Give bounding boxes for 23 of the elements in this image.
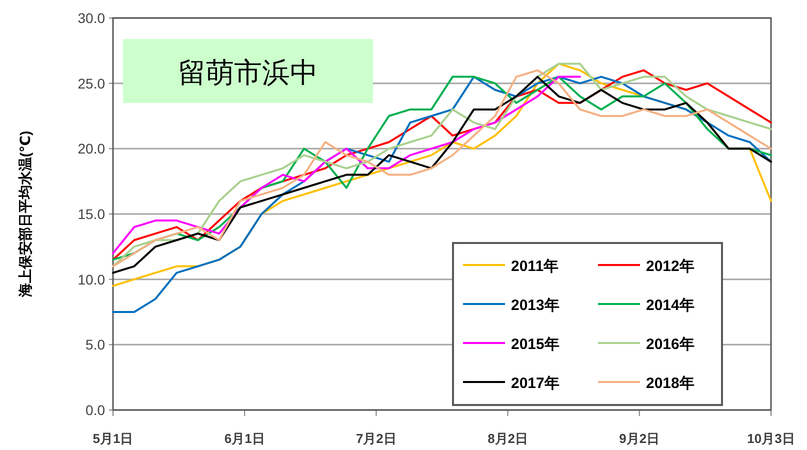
x-tick-label: 7月2日 — [356, 431, 396, 446]
y-tick-label: 30.0 — [78, 10, 106, 26]
legend-label: 2011年 — [511, 258, 559, 275]
legend-label: 2012年 — [646, 258, 694, 275]
legend-label: 2017年 — [511, 375, 560, 392]
x-tick-label: 9月2日 — [619, 431, 660, 446]
legend-label: 2018年 — [646, 375, 694, 392]
legend-label: 2016年 — [646, 336, 694, 353]
y-tick-label: 5.0 — [86, 336, 106, 353]
y-tick-label: 10.0 — [78, 271, 106, 288]
y-tick-label: 20.0 — [78, 140, 106, 157]
x-tick-label: 10月3日 — [747, 431, 795, 446]
x-tick-label: 8月2日 — [488, 431, 528, 446]
y-axis-title: 海上保安部日平均水温(℃) — [17, 130, 33, 298]
y-tick-label: 25.0 — [78, 75, 106, 92]
y-tick-label: 15.0 — [78, 206, 106, 222]
text: 留萌市浜中 — [178, 57, 318, 88]
x-tick-label: 6月1日 — [224, 431, 265, 446]
x-tick-label: 5月1日 — [92, 431, 134, 446]
y-tick-label: 0.0 — [86, 402, 106, 418]
legend-label: 2015年 — [511, 336, 560, 353]
legend-label: 2013年 — [511, 297, 560, 314]
legend-label: 2014年 — [646, 297, 694, 314]
